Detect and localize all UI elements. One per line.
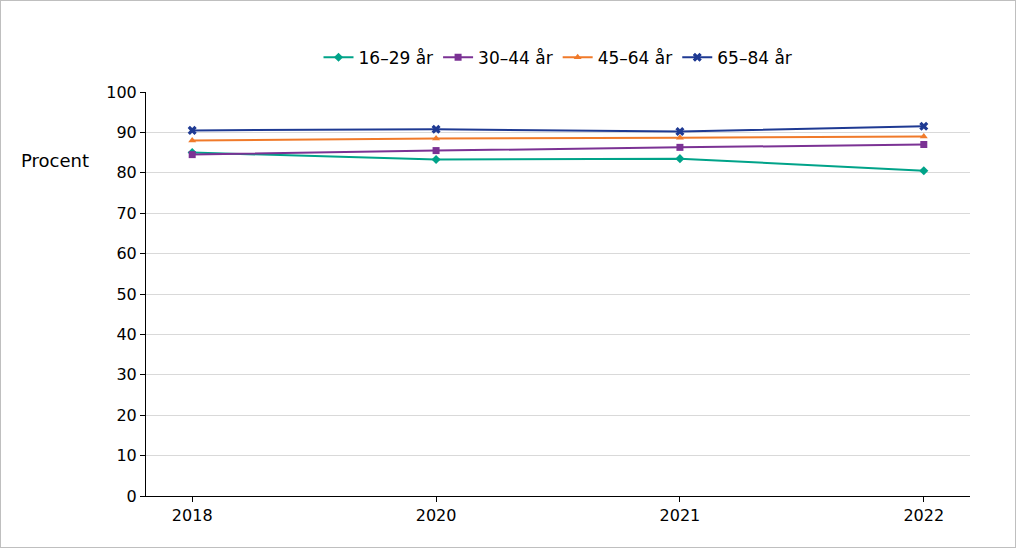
svg-text:65–84 år: 65–84 år (717, 48, 792, 68)
svg-text:2022: 2022 (903, 506, 944, 525)
svg-text:20: 20 (116, 406, 136, 425)
svg-text:2021: 2021 (660, 506, 701, 525)
svg-text:30: 30 (116, 365, 136, 384)
svg-text:70: 70 (116, 204, 136, 223)
svg-text:40: 40 (116, 325, 136, 344)
svg-text:100: 100 (106, 83, 137, 102)
svg-text:Procent: Procent (21, 150, 89, 171)
svg-text:90: 90 (116, 123, 136, 142)
svg-text:2020: 2020 (416, 506, 457, 525)
svg-text:60: 60 (116, 244, 136, 263)
svg-text:30–44 år: 30–44 år (478, 48, 553, 68)
svg-text:80: 80 (116, 163, 136, 182)
svg-text:50: 50 (116, 285, 136, 304)
svg-text:0: 0 (127, 487, 137, 506)
svg-text:16–29 år: 16–29 år (359, 48, 434, 68)
svg-text:10: 10 (116, 446, 136, 465)
svg-text:2018: 2018 (172, 506, 213, 525)
svg-text:45–64 år: 45–64 år (598, 48, 673, 68)
